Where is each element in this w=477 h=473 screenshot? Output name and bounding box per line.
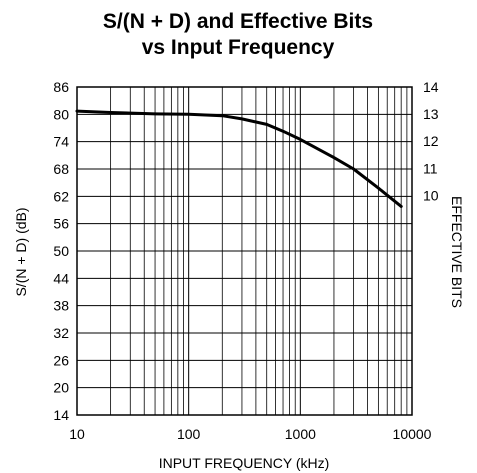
y-tick-label: 68 xyxy=(53,161,69,177)
y2-tick-label: 14 xyxy=(423,79,439,95)
y2-tick-label: 11 xyxy=(423,160,438,176)
y-tick-label: 74 xyxy=(53,134,69,150)
y2-axis-label: EFFECTIVE BITS xyxy=(449,196,465,308)
plot-frame xyxy=(76,86,413,416)
x-tick-label: 10 xyxy=(69,426,85,442)
y-tick-label: 26 xyxy=(53,352,69,368)
series-line xyxy=(75,109,403,208)
y-tick-label: 86 xyxy=(53,79,69,95)
y-tick-label: 32 xyxy=(53,325,69,341)
chart-title-line2: vs Input Frequency xyxy=(142,36,335,59)
y2-tick-label: 10 xyxy=(423,187,439,203)
chart-title-line1: S/(N + D) and Effective Bits xyxy=(103,10,373,33)
tick-labels: 10 100 1000 10000 86 80 74 68 62 56 50 44 38 32 26 20 14… xyxy=(53,79,438,442)
y-tick-label: 56 xyxy=(53,216,69,232)
y2-tick-label: 12 xyxy=(423,133,439,149)
grid xyxy=(77,87,412,415)
y-tick-label: 80 xyxy=(53,106,69,122)
y-tick-label: 50 xyxy=(53,243,69,259)
y-tick-label: 20 xyxy=(53,380,69,396)
x-tick-label: 100 xyxy=(177,426,201,442)
y-tick-label: 44 xyxy=(53,270,69,286)
x-tick-label: 10000 xyxy=(393,426,432,442)
y-tick-label: 62 xyxy=(53,188,69,204)
y-axis-label: S/(N + D) (dB) xyxy=(13,207,29,296)
x-axis-label: INPUT FREQUENCY (kHz) xyxy=(159,455,330,471)
y2-tick-label: 13 xyxy=(423,106,439,122)
y-tick-label: 38 xyxy=(53,298,69,314)
y-tick-label: 14 xyxy=(53,407,69,423)
x-tick-label: 1000 xyxy=(285,426,316,442)
